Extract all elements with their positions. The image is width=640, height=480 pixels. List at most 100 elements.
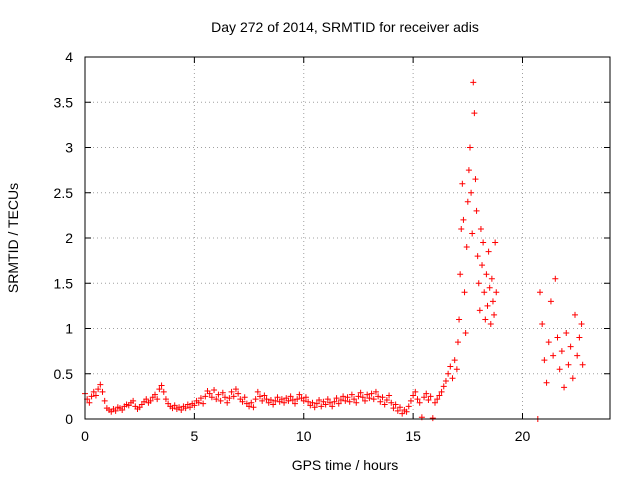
data-point (224, 399, 231, 406)
data-point (416, 399, 423, 406)
data-point (246, 403, 253, 410)
x-tick-label: 0 (81, 428, 89, 444)
data-point (438, 388, 445, 395)
data-point (215, 391, 222, 398)
data-point (394, 407, 401, 414)
data-point (364, 391, 371, 398)
data-point (99, 388, 106, 395)
data-point (344, 394, 351, 401)
data-point (333, 395, 340, 402)
data-point (200, 400, 207, 407)
data-point (351, 396, 358, 403)
y-tick-label: 0 (65, 411, 73, 427)
data-point (410, 392, 417, 399)
y-tick-label: 3 (65, 140, 73, 156)
data-point (316, 396, 323, 403)
data-point (484, 302, 491, 309)
data-point (272, 397, 279, 404)
data-point (112, 407, 119, 414)
data-point (202, 393, 209, 400)
data-point (254, 388, 261, 395)
data-point (563, 330, 570, 337)
data-point (261, 392, 268, 399)
data-point (263, 396, 270, 403)
data-point (491, 311, 498, 318)
data-point (324, 396, 331, 403)
data-point (449, 375, 456, 382)
data-point (230, 393, 237, 400)
y-tick-label: 1 (65, 321, 73, 337)
data-point (353, 399, 360, 406)
data-point (156, 386, 163, 393)
data-point (423, 390, 430, 397)
data-point (355, 393, 362, 400)
data-point (561, 384, 568, 391)
data-point (252, 396, 259, 403)
data-point (366, 395, 373, 402)
data-point (425, 396, 432, 403)
data-point (92, 392, 99, 399)
data-point (217, 397, 224, 404)
data-point (241, 394, 248, 401)
data-point (579, 361, 586, 368)
data-point (468, 189, 475, 196)
y-tick-label: 4 (65, 49, 73, 65)
data-point (552, 275, 559, 282)
data-point (392, 401, 399, 408)
data-point (429, 415, 436, 422)
data-point (101, 397, 108, 404)
data-point (370, 396, 377, 403)
data-point (191, 402, 198, 409)
data-point (477, 225, 484, 232)
data-point (147, 397, 154, 404)
data-point (327, 399, 333, 406)
data-point (465, 167, 472, 174)
data-point (554, 334, 561, 341)
data-point (300, 397, 307, 404)
data-point (287, 393, 294, 400)
data-point (543, 379, 550, 386)
data-point (160, 388, 167, 395)
x-tick-label: 20 (515, 428, 531, 444)
x-axis-label: GPS time / hours (292, 457, 399, 473)
data-point (567, 343, 574, 350)
data-point (460, 216, 467, 223)
data-point (309, 399, 316, 406)
data-point (576, 334, 583, 341)
data-point (574, 352, 581, 359)
data-point (414, 396, 421, 403)
plot-frame (84, 56, 611, 420)
data-point (182, 405, 189, 412)
data-point (482, 316, 489, 323)
data-point (493, 289, 500, 296)
axis-ticks (84, 56, 610, 420)
data-point (487, 320, 494, 327)
data-point (381, 401, 388, 408)
data-point (305, 398, 312, 405)
data-point (375, 393, 382, 400)
data-point (539, 320, 546, 327)
data-point (187, 404, 193, 411)
data-point (90, 388, 97, 395)
data-point (158, 382, 165, 389)
data-point (95, 386, 102, 393)
data-point (226, 395, 233, 402)
data-point (474, 253, 481, 260)
data-point (289, 396, 296, 403)
data-point (86, 399, 93, 406)
data-point (335, 400, 342, 407)
y-tick-label: 2.5 (54, 185, 74, 201)
data-point (383, 396, 390, 403)
data-point (296, 391, 303, 398)
data-point (235, 390, 242, 397)
data-point (447, 363, 454, 370)
data-point (379, 394, 386, 401)
data-point (407, 397, 414, 404)
data-point (421, 394, 428, 401)
data-point (469, 230, 476, 237)
data-point (348, 391, 355, 398)
data-point (119, 406, 126, 413)
data-point (331, 398, 338, 405)
data-point (432, 399, 438, 406)
